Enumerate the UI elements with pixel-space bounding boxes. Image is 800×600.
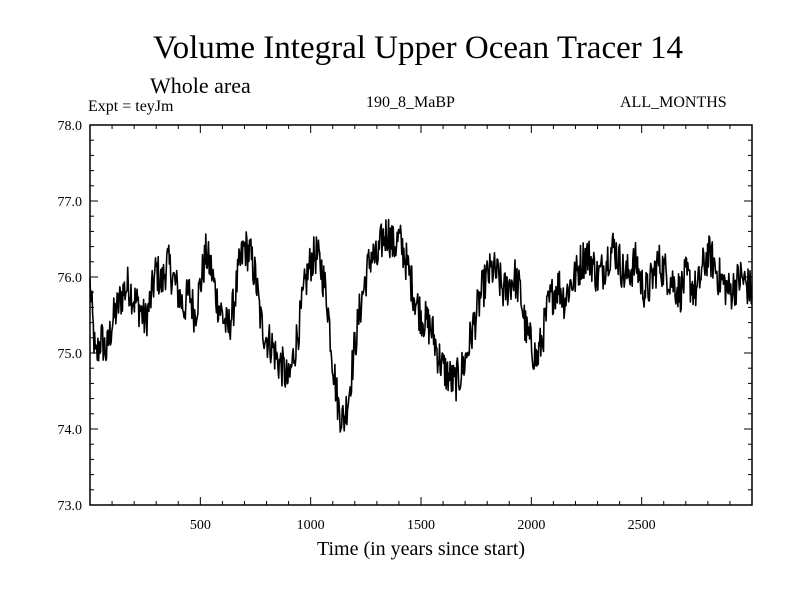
y-tick-label: 76.0: [58, 271, 83, 286]
y-tick-label: 74.0: [58, 423, 83, 438]
tick-labels: 500 1000 1500 2000 2500 73.0 74.0 75.0 76.0 77.0 7…: [58, 119, 656, 533]
chart-subtitle: Whole area: [150, 73, 251, 98]
x-axis-label: Time (in years since start): [316, 538, 526, 560]
x-tick-label: 1500: [407, 518, 435, 533]
run-label: 190_8_MaBP: [366, 94, 455, 111]
axis-ticks: [90, 125, 752, 505]
chart-title: Volume Integral Upper Ocean Tracer 14: [153, 30, 683, 66]
x-tick-label: 2500: [628, 518, 656, 533]
data-series-line: [89, 218, 753, 433]
x-tick-label: 1000: [297, 518, 325, 533]
y-tick-label: 78.0: [58, 119, 83, 134]
y-tick-label: 77.0: [58, 195, 83, 210]
experiment-label: Expt = teyJm: [88, 98, 174, 115]
y-tick-label: 73.0: [58, 499, 83, 514]
y-tick-label: 75.0: [58, 347, 83, 362]
x-tick-label: 2000: [517, 518, 545, 533]
months-label: ALL_MONTHS: [620, 94, 727, 111]
x-tick-label: 500: [190, 518, 211, 533]
